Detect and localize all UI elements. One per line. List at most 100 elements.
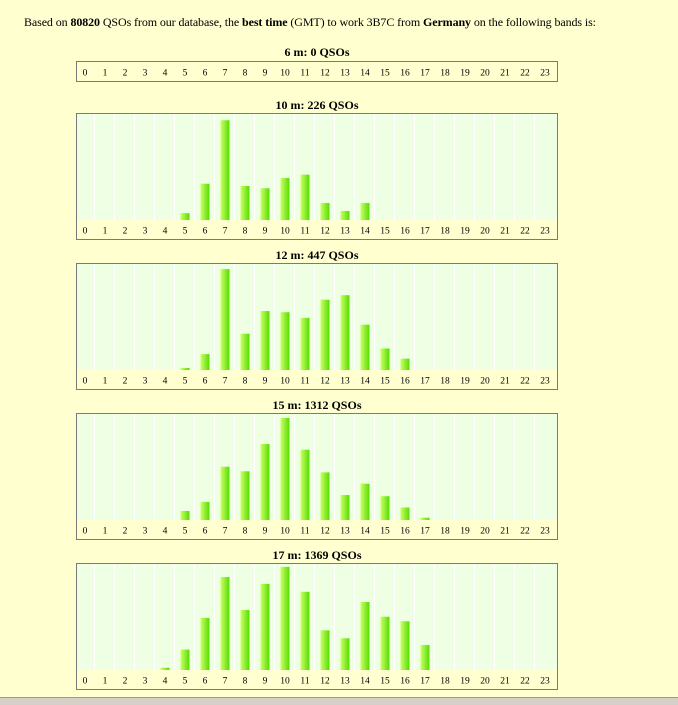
hour-tick-label: 15 <box>380 527 390 537</box>
hour-tick-label: 9 <box>263 677 268 687</box>
hour-tick-label: 9 <box>263 377 268 387</box>
hour-tick-label: 18 <box>440 377 450 387</box>
bar-hour-14 <box>360 483 370 520</box>
hour-tick-label: 6 <box>203 227 208 237</box>
hour-tick-label: 22 <box>520 227 530 237</box>
band-title: 6 m: 0 QSOs <box>284 45 350 59</box>
band-chart: 0 1 2 3 4 5 6 7 8 9 10 11 12 13 14 15 16 17 18 19 20 21 22 23 <box>76 263 558 390</box>
hour-tick-label: 21 <box>500 677 510 687</box>
band-chart-svg: 0 1 2 3 4 5 6 7 8 9 10 11 12 13 14 15 16 17 18 19 20 21 22 23 <box>77 414 557 537</box>
hour-tick-label: 8 <box>243 377 248 387</box>
hour-tick-label: 21 <box>500 69 510 79</box>
hour-tick-label: 17 <box>420 677 430 687</box>
band-chart-svg: 0 1 2 3 4 5 6 7 8 9 10 11 12 13 14 15 16 17 18 19 20 21 22 23 <box>77 114 557 237</box>
bar-hour-16 <box>400 621 410 670</box>
hour-tick-label: 6 <box>203 377 208 387</box>
band-chart: 0 1 2 3 4 5 6 7 8 9 10 11 12 13 14 15 16 17 18 19 20 21 22 23 <box>76 61 558 82</box>
bar-hour-14 <box>360 324 370 370</box>
hour-tick-label: 23 <box>540 69 550 79</box>
hour-tick-label: 13 <box>340 677 350 687</box>
hour-tick-label: 12 <box>320 69 330 79</box>
hour-tick-label: 3 <box>143 69 148 79</box>
bar-hour-9 <box>260 311 270 370</box>
hour-tick-label: 5 <box>183 69 188 79</box>
hour-tick-label: 19 <box>460 227 470 237</box>
hour-tick-label: 12 <box>320 377 330 387</box>
hour-tick-label: 2 <box>123 527 128 537</box>
hour-tick-label: 4 <box>163 377 168 387</box>
band-chart: 0 1 2 3 4 5 6 7 8 9 10 11 12 13 14 15 16 17 18 19 20 21 22 23 <box>76 413 558 540</box>
hour-tick-label: 21 <box>500 227 510 237</box>
hour-tick-label: 1 <box>103 677 108 687</box>
country-name: Germany <box>422 15 471 29</box>
hour-tick-label: 9 <box>263 227 268 237</box>
hour-tick-label: 20 <box>480 377 490 387</box>
bar-hour-4 <box>160 667 170 670</box>
band-title: 10 m: 226 QSOs <box>275 98 359 112</box>
hour-tick-label: 15 <box>380 377 390 387</box>
hour-tick-label: 5 <box>183 377 188 387</box>
bar-hour-5 <box>180 213 190 220</box>
bar-hour-6 <box>200 617 210 670</box>
bar-hour-9 <box>260 188 270 220</box>
hour-tick-label: 15 <box>380 69 390 79</box>
bar-hour-13 <box>340 210 350 220</box>
hour-tick-label: 18 <box>440 677 450 687</box>
bar-hour-10 <box>280 178 290 220</box>
intro-suffix: on the following bands is: <box>473 15 596 29</box>
hour-tick-label: 17 <box>420 377 430 387</box>
hour-tick-label: 8 <box>243 227 248 237</box>
hour-tick-label: 9 <box>263 527 268 537</box>
hour-tick-label: 1 <box>103 227 108 237</box>
hour-tick-label: 16 <box>400 227 410 237</box>
bar-hour-8 <box>240 333 250 370</box>
hour-tick-label: 15 <box>380 677 390 687</box>
hour-tick-label: 11 <box>300 377 309 387</box>
bar-hour-14 <box>360 602 370 670</box>
bar-hour-7 <box>220 269 230 370</box>
hour-tick-label: 13 <box>340 69 350 79</box>
bar-hour-12 <box>320 203 330 220</box>
hour-tick-label: 15 <box>380 227 390 237</box>
hour-tick-label: 8 <box>243 677 248 687</box>
bar-hour-13 <box>340 495 350 520</box>
bar-hour-15 <box>380 616 390 670</box>
hour-tick-label: 23 <box>540 527 550 537</box>
bar-hour-11 <box>300 174 310 220</box>
bar-hour-8 <box>240 471 250 520</box>
hour-tick-label: 8 <box>243 527 248 537</box>
bar-hour-6 <box>200 354 210 370</box>
hour-tick-label: 2 <box>123 227 128 237</box>
hour-tick-label: 10 <box>280 527 290 537</box>
hour-tick-label: 11 <box>300 527 309 537</box>
hour-tick-label: 6 <box>203 677 208 687</box>
hour-tick-label: 4 <box>163 527 168 537</box>
hour-tick-label: 18 <box>440 527 450 537</box>
bar-hour-16 <box>400 507 410 520</box>
hour-tick-label: 3 <box>143 377 148 387</box>
hour-tick-label: 1 <box>103 377 108 387</box>
hour-tick-label: 22 <box>520 377 530 387</box>
bar-hour-5 <box>180 510 190 520</box>
hour-tick-label: 23 <box>540 677 550 687</box>
hour-tick-label: 2 <box>123 377 128 387</box>
plot-area <box>77 264 557 370</box>
plot-area <box>77 414 557 520</box>
hour-tick-label: 19 <box>460 69 470 79</box>
hour-tick-label: 8 <box>243 69 248 79</box>
hour-tick-label: 21 <box>500 527 510 537</box>
best-time-label: best time <box>242 15 288 29</box>
hour-tick-label: 16 <box>400 677 410 687</box>
hour-tick-label: 14 <box>360 677 370 687</box>
bar-hour-9 <box>260 444 270 520</box>
bar-hour-9 <box>260 583 270 670</box>
band-chart-svg: 0 1 2 3 4 5 6 7 8 9 10 11 12 13 14 15 16 17 18 19 20 21 22 23 <box>77 264 557 387</box>
hour-tick-label: 3 <box>143 527 148 537</box>
bar-hour-6 <box>200 183 210 220</box>
hour-tick-label: 6 <box>203 69 208 79</box>
hour-tick-label: 17 <box>420 69 430 79</box>
bar-hour-5 <box>180 368 190 370</box>
hour-tick-label: 1 <box>103 527 108 537</box>
hour-tick-label: 6 <box>203 527 208 537</box>
hour-tick-label: 17 <box>420 527 430 537</box>
